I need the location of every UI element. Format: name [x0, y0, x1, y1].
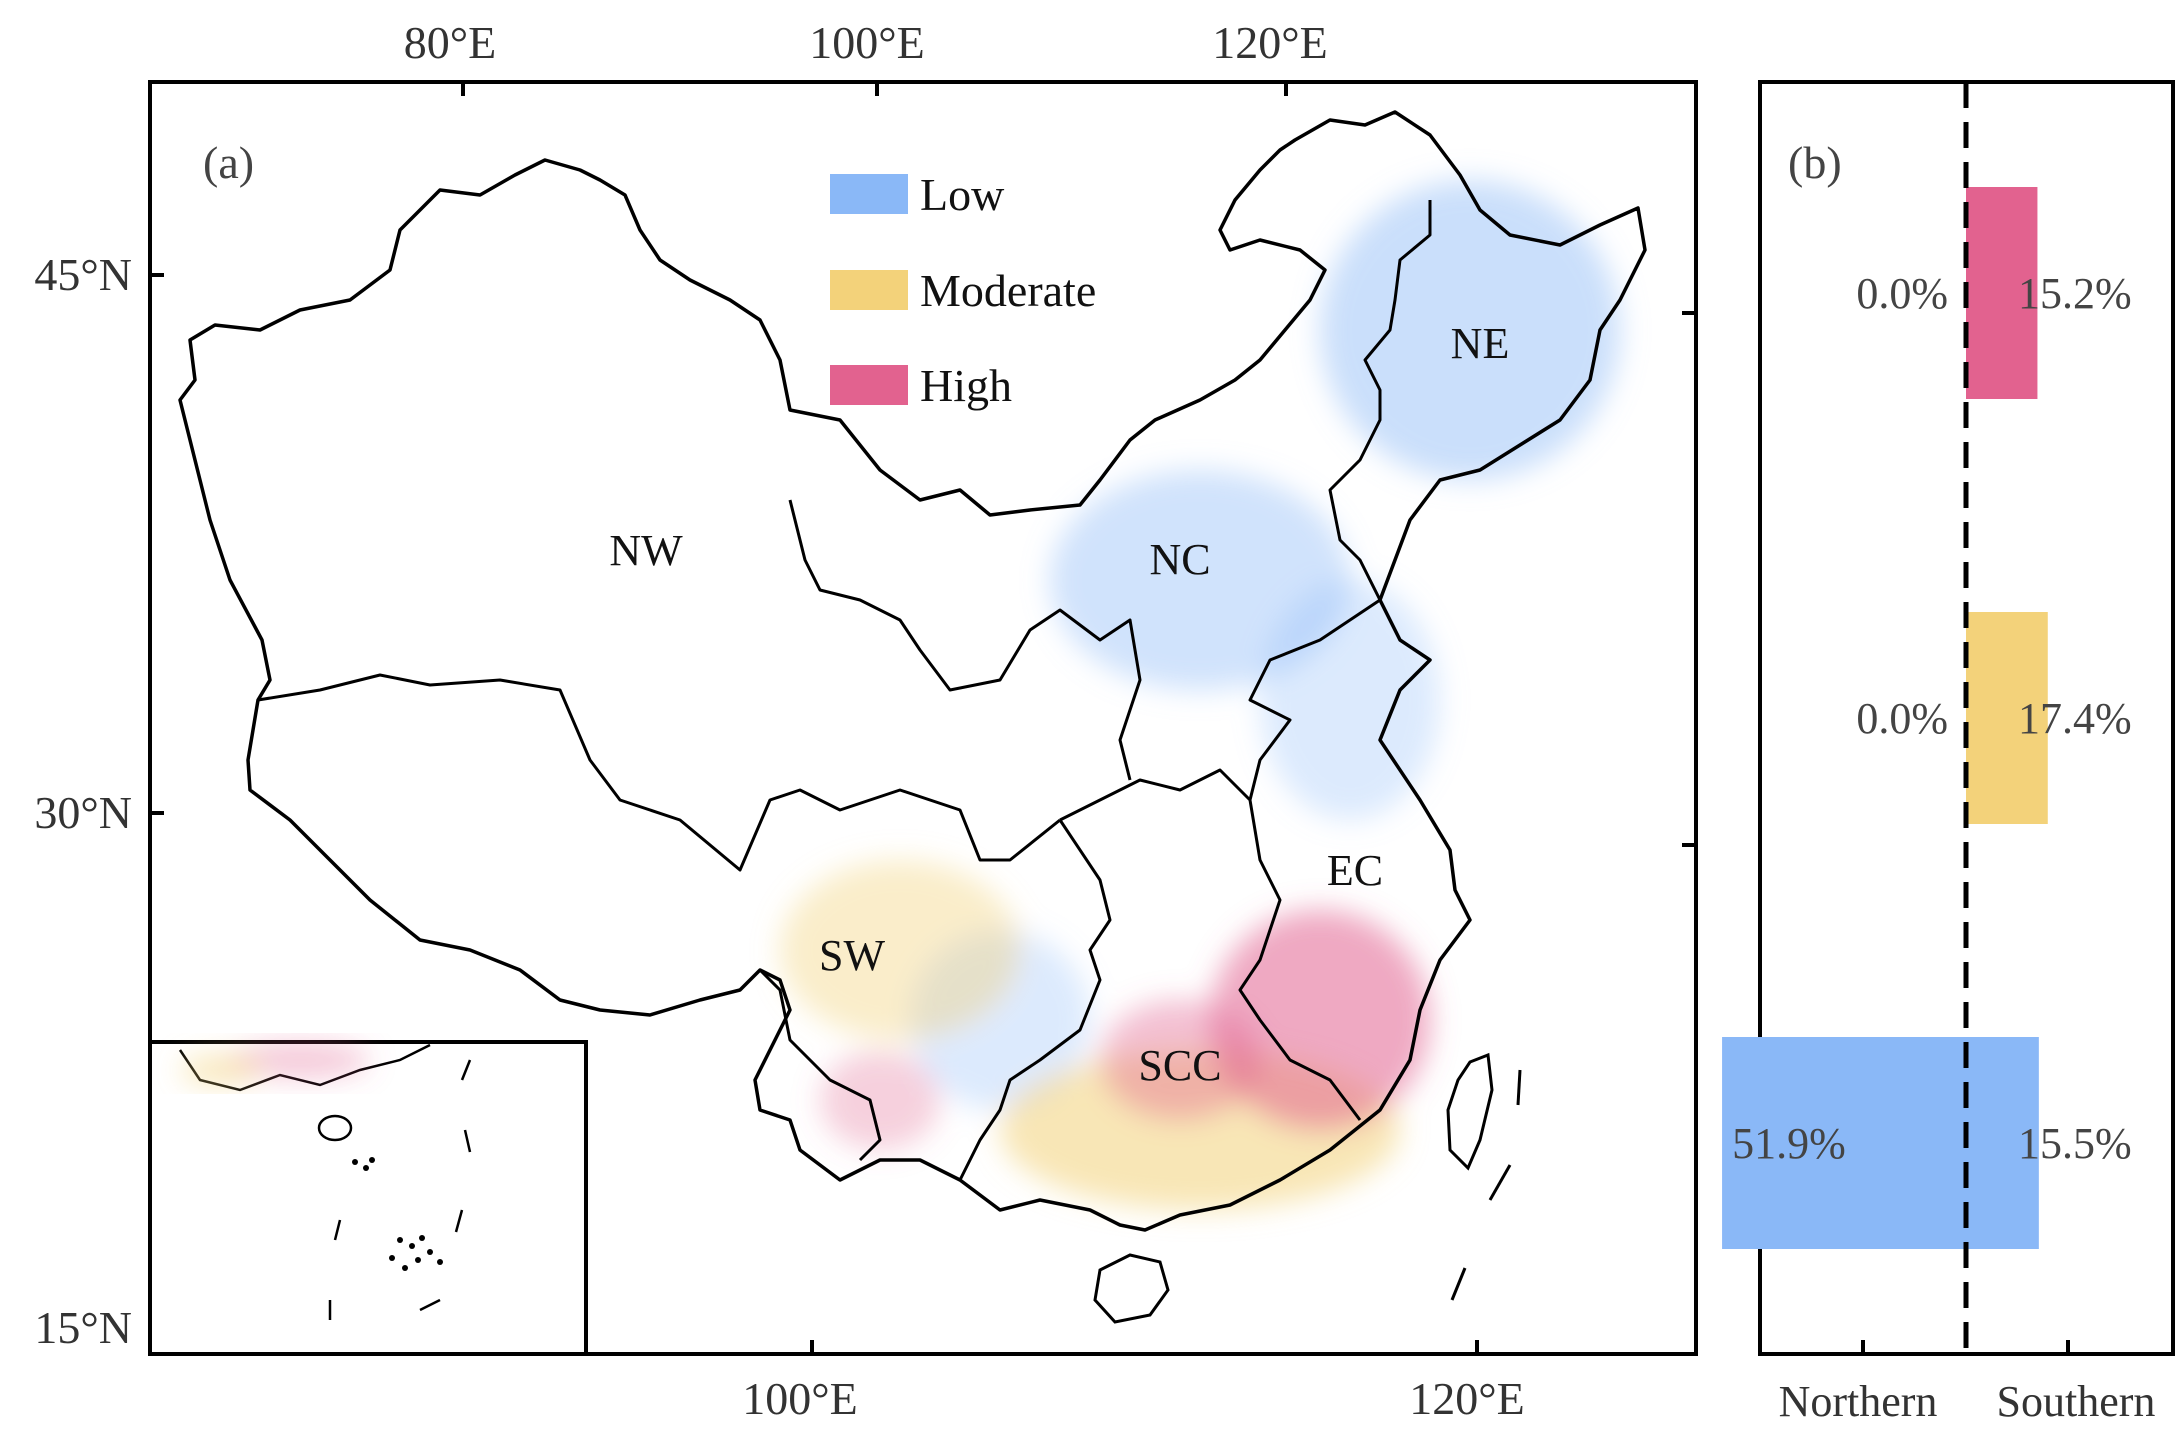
- bar-panel: (b) 0.0% 15.2% 0.0% 17.4% 51.9% 15.5% Norther…: [1722, 80, 2175, 1426]
- legend-swatch-moderate: [830, 270, 908, 310]
- region-label-ne: NE: [1451, 319, 1510, 368]
- taiwan-island: [1446, 1052, 1494, 1171]
- bottom-tick-120e: 120°E: [1409, 1373, 1525, 1424]
- sea-dashes: [1450, 1069, 1522, 1301]
- hainan-island: [1093, 1253, 1170, 1324]
- border-nc-ec: [1248, 598, 1381, 801]
- value-label-southern-low: 15.5%: [2018, 1119, 2132, 1168]
- border-nc-ne: [1328, 200, 1432, 601]
- legend-swatch-high: [830, 365, 908, 405]
- mod-field-sw: [780, 860, 1020, 1040]
- region-label-scc: SCC: [1138, 1041, 1221, 1090]
- bottom-tick-100e: 100°E: [742, 1373, 858, 1424]
- x-label-southern: Southern: [1997, 1377, 2156, 1426]
- x-label-northern: Northern: [1779, 1377, 1938, 1426]
- legend-label-high: High: [920, 360, 1012, 411]
- map-legend: Low Moderate High: [830, 169, 1096, 411]
- region-label-sw: SW: [819, 931, 885, 980]
- border-sw-inner: [758, 968, 882, 1162]
- bar-southern-low: [1966, 1037, 2039, 1249]
- bar-southern-high: [1966, 187, 2038, 399]
- map-panel: 80°E 100°E 120°E 100°E 120°E 45°N 30°N 1…: [34, 17, 1698, 1424]
- inset-island: [317, 1114, 353, 1142]
- high-field-scc: [1100, 1000, 1260, 1120]
- high-field-ec: [1210, 910, 1430, 1130]
- top-tick-80e: 80°E: [404, 17, 497, 68]
- border-scc: [1059, 768, 1362, 1121]
- low-field-ec: [1260, 580, 1440, 820]
- legend-swatch-low: [830, 174, 908, 214]
- panel-a-label: (a): [203, 137, 254, 188]
- value-label-southern-high: 15.2%: [2018, 269, 2132, 318]
- inset-map: [148, 1040, 588, 1356]
- hazard-fields: [780, 180, 1620, 1210]
- inset-dashes: [328, 1059, 472, 1320]
- value-label-northern-moderate: 0.0%: [1856, 694, 1948, 743]
- inset-hazard: [180, 1042, 370, 1085]
- value-label-northern-high: 0.0%: [1856, 269, 1948, 318]
- panel-b-label: (b): [1788, 137, 1842, 188]
- value-label-northern-low: 51.9%: [1732, 1119, 1846, 1168]
- low-field-ne: [1320, 180, 1620, 480]
- region-label-nw: NW: [609, 526, 683, 575]
- bar-ticks: [1861, 1340, 2070, 1354]
- high-field-sw: [820, 1050, 940, 1150]
- border-nw-sw: [257, 673, 1061, 872]
- country-outline: [178, 110, 1647, 1232]
- border-sw-scc: [958, 819, 1112, 1181]
- inset-frame: [148, 1040, 588, 1356]
- left-tick-15n: 15°N: [34, 1302, 132, 1353]
- bar-northern-low: [1722, 1037, 1966, 1249]
- region-label-nc: NC: [1149, 535, 1210, 584]
- bar-marks: 0.0% 15.2% 0.0% 17.4% 51.9% 15.5%: [1722, 187, 2132, 1249]
- map-ticks: [150, 82, 1696, 1354]
- top-tick-100e: 100°E: [809, 17, 925, 68]
- top-tick-120e: 120°E: [1212, 17, 1328, 68]
- region-label-ec: EC: [1327, 846, 1383, 895]
- legend-label-moderate: Moderate: [920, 265, 1096, 316]
- left-tick-45n: 45°N: [34, 249, 132, 300]
- region-borders: [257, 200, 1432, 1181]
- inset-islets: [352, 1157, 443, 1271]
- border-nw-nc: [788, 499, 1142, 781]
- bar-southern-moderate: [1966, 612, 2048, 824]
- legend-label-low: Low: [920, 169, 1005, 220]
- value-label-southern-moderate: 17.4%: [2018, 694, 2132, 743]
- left-tick-30n: 30°N: [34, 787, 132, 838]
